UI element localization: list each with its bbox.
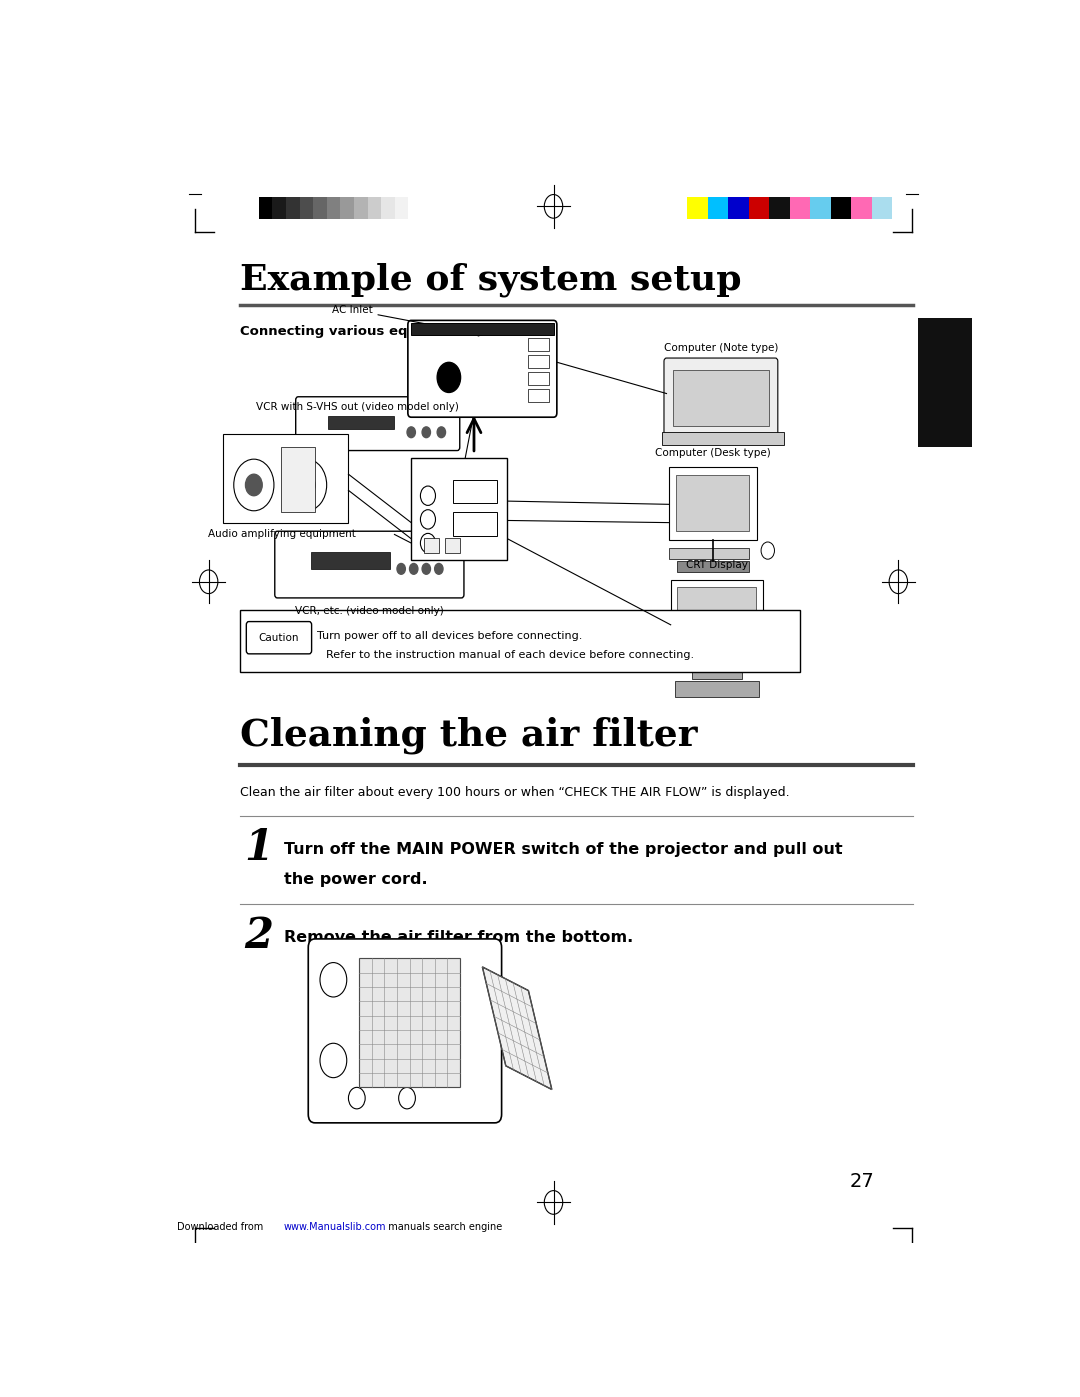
Text: www.Manualslib.com: www.Manualslib.com xyxy=(284,1222,387,1232)
Bar xyxy=(454,511,497,535)
Text: Turn power off to all devices before connecting.: Turn power off to all devices before con… xyxy=(318,630,583,641)
Bar xyxy=(676,475,750,531)
Bar xyxy=(528,338,550,351)
Circle shape xyxy=(407,427,416,437)
Text: Cleaning the air filter: Cleaning the air filter xyxy=(240,717,697,754)
Circle shape xyxy=(245,474,262,496)
Text: Computer (Note type): Computer (Note type) xyxy=(664,342,778,352)
Text: Remove the air filter from the bottom.: Remove the air filter from the bottom. xyxy=(284,930,633,946)
Bar xyxy=(311,552,390,569)
Text: Turn off the MAIN POWER switch of the projector and pull out: Turn off the MAIN POWER switch of the pr… xyxy=(284,842,842,858)
Circle shape xyxy=(397,563,405,574)
Text: Computer (Desk type): Computer (Desk type) xyxy=(654,448,770,458)
Bar xyxy=(286,197,299,219)
Bar xyxy=(240,609,800,672)
Text: Clean the air filter about every 100 hours or when “CHECK THE AIR FLOW” is displ: Clean the air filter about every 100 hou… xyxy=(240,787,789,799)
FancyBboxPatch shape xyxy=(296,397,460,451)
FancyBboxPatch shape xyxy=(408,320,557,418)
Bar xyxy=(272,197,286,219)
Bar xyxy=(381,197,395,219)
FancyBboxPatch shape xyxy=(664,358,778,437)
Bar xyxy=(259,197,272,219)
Text: manuals search engine: manuals search engine xyxy=(382,1222,502,1232)
Bar xyxy=(691,659,742,679)
Text: Downloaded from: Downloaded from xyxy=(177,1222,267,1232)
Bar xyxy=(222,434,349,522)
Bar xyxy=(662,432,784,446)
Text: 2: 2 xyxy=(244,915,273,957)
Bar xyxy=(528,390,550,402)
Bar xyxy=(707,197,728,219)
Bar xyxy=(327,416,394,429)
Text: CRT Display: CRT Display xyxy=(686,560,747,570)
Bar xyxy=(669,467,757,539)
Bar xyxy=(408,197,422,219)
Bar xyxy=(673,370,769,426)
Text: AC Inlet: AC Inlet xyxy=(332,305,483,335)
Bar xyxy=(671,580,762,661)
Circle shape xyxy=(422,563,431,574)
Bar xyxy=(669,549,748,559)
Bar xyxy=(810,197,831,219)
Text: Audio amplifying equipment: Audio amplifying equipment xyxy=(207,528,355,539)
Text: 1: 1 xyxy=(244,827,273,869)
Bar xyxy=(454,479,497,503)
Text: the power cord.: the power cord. xyxy=(284,872,428,887)
Text: Caution: Caution xyxy=(259,633,299,643)
Bar xyxy=(728,197,748,219)
Text: Example of system setup: Example of system setup xyxy=(240,263,741,296)
Circle shape xyxy=(437,362,460,393)
FancyBboxPatch shape xyxy=(274,531,464,598)
Circle shape xyxy=(422,427,431,437)
Text: VCR, etc. (video model only): VCR, etc. (video model only) xyxy=(295,606,444,616)
Bar xyxy=(395,197,408,219)
Bar xyxy=(675,680,758,697)
Bar xyxy=(340,197,354,219)
Bar xyxy=(354,197,367,219)
Bar xyxy=(528,355,550,367)
Bar xyxy=(360,958,460,1087)
Bar xyxy=(445,538,460,553)
Bar xyxy=(313,197,327,219)
Circle shape xyxy=(437,427,446,437)
Polygon shape xyxy=(483,967,552,1090)
Bar xyxy=(789,197,810,219)
Text: VCR with S-VHS out (video model only): VCR with S-VHS out (video model only) xyxy=(256,402,459,412)
Bar xyxy=(918,319,972,447)
Bar xyxy=(411,323,554,335)
Bar xyxy=(748,197,769,219)
Bar xyxy=(411,458,508,560)
Bar xyxy=(423,538,438,553)
Text: Connecting various equipment.: Connecting various equipment. xyxy=(240,324,474,338)
Bar xyxy=(688,197,707,219)
Circle shape xyxy=(409,563,418,574)
Bar xyxy=(851,197,872,219)
Bar xyxy=(282,447,315,511)
FancyBboxPatch shape xyxy=(246,622,312,654)
Bar xyxy=(367,197,381,219)
Bar xyxy=(769,197,789,219)
Bar xyxy=(299,197,313,219)
Circle shape xyxy=(298,474,315,496)
Circle shape xyxy=(434,563,443,574)
Bar xyxy=(528,372,550,386)
Text: 27: 27 xyxy=(849,1172,874,1192)
Bar xyxy=(872,197,892,219)
Bar xyxy=(327,197,340,219)
Text: Refer to the instruction manual of each device before connecting.: Refer to the instruction manual of each … xyxy=(326,650,694,659)
Bar xyxy=(677,587,756,652)
Bar xyxy=(677,562,748,573)
FancyBboxPatch shape xyxy=(308,939,501,1123)
Bar xyxy=(831,197,851,219)
